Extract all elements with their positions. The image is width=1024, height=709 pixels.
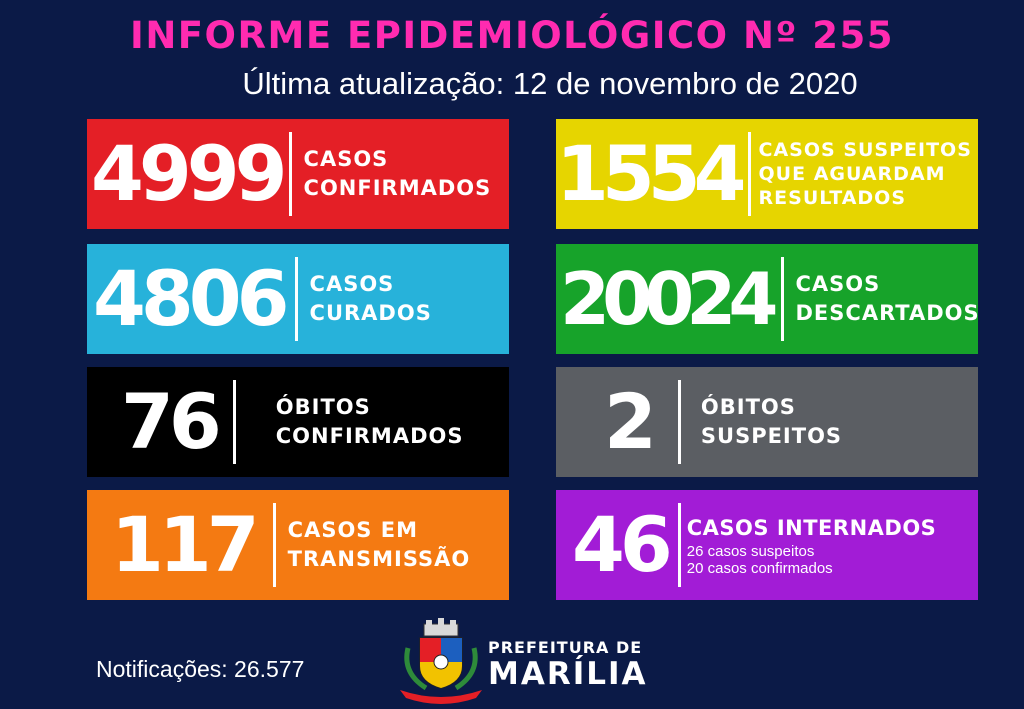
card-cured-cases: 4806 CASOS CURADOS bbox=[87, 244, 509, 354]
card-transmission-cases: 117 CASOS EM TRANSMISSÃO bbox=[87, 490, 509, 600]
card-confirmed-cases: 4999 CASOS CONFIRMADOS bbox=[87, 119, 509, 229]
deaths-suspected-label-line1: ÓBITOS bbox=[700, 395, 796, 419]
discarded-label-line1: CASOS bbox=[795, 272, 881, 296]
confirmed-value: 4999 bbox=[91, 129, 288, 218]
cured-label: CASOS CURADOS bbox=[310, 270, 432, 328]
deaths-confirmed-label-line1: ÓBITOS bbox=[275, 395, 371, 419]
transmission-label-line2: TRANSMISSÃO bbox=[287, 547, 471, 571]
suspected-label-line3: RESULTADOS bbox=[758, 187, 907, 209]
deaths-suspected-value: 2 bbox=[604, 377, 657, 466]
transmission-value: 117 bbox=[111, 500, 260, 589]
deaths-confirmed-label: ÓBITOS CONFIRMADOS bbox=[276, 393, 464, 451]
card-hospitalized-cases: 46 CASOS INTERNADOS 26 casos suspeitos 2… bbox=[556, 490, 978, 600]
divider bbox=[288, 132, 292, 216]
divider bbox=[677, 503, 681, 587]
hospitalized-sub-confirmed: 20 casos confirmados bbox=[686, 559, 833, 577]
card-suspected-deaths: 2 ÓBITOS SUSPEITOS bbox=[556, 367, 978, 477]
discarded-label: CASOS DESCARTADOS bbox=[796, 270, 980, 328]
last-update: Última atualização: 12 de novembro de 20… bbox=[242, 66, 858, 101]
deaths-suspected-label-line2: SUSPEITOS bbox=[700, 424, 843, 448]
deaths-confirmed-label-line2: CONFIRMADOS bbox=[275, 424, 464, 448]
card-discarded-cases: 20024 CASOS DESCARTADOS bbox=[556, 244, 980, 354]
page-title: INFORME EPIDEMIOLÓGICO Nº 255 bbox=[130, 14, 894, 57]
hospitalized-value: 46 bbox=[572, 500, 673, 589]
prefeitura-label: PREFEITURA DE bbox=[488, 638, 643, 657]
discarded-value: 20024 bbox=[560, 257, 778, 341]
divider bbox=[272, 503, 276, 587]
hospitalized-sub-suspected: 26 casos suspeitos bbox=[686, 542, 815, 560]
suspected-label-line2: QUE AGUARDAM bbox=[758, 163, 946, 185]
transmission-label: CASOS EM TRANSMISSÃO bbox=[288, 516, 471, 574]
confirmed-label-line1: CASOS bbox=[303, 147, 389, 171]
confirmed-label-line2: CONFIRMADOS bbox=[303, 176, 492, 200]
city-name: MARÍLIA bbox=[488, 656, 648, 692]
cured-label-line1: CASOS bbox=[309, 272, 395, 296]
divider bbox=[232, 380, 236, 464]
divider bbox=[294, 257, 298, 341]
hospitalized-label: CASOS INTERNADOS 26 casos suspeitos 20 c… bbox=[687, 514, 937, 577]
divider bbox=[677, 380, 681, 464]
cured-value: 4806 bbox=[93, 254, 290, 343]
notifications-count: Notificações: 26.577 bbox=[96, 656, 305, 682]
suspected-value: 1554 bbox=[556, 129, 747, 218]
suspected-label-line1: CASOS SUSPEITOS bbox=[758, 139, 972, 161]
cured-label-line2: CURADOS bbox=[309, 301, 432, 325]
city-coat-of-arms-icon bbox=[396, 618, 486, 704]
deaths-suspected-label: ÓBITOS SUSPEITOS bbox=[701, 393, 842, 451]
deaths-confirmed-value: 76 bbox=[121, 377, 222, 466]
card-confirmed-deaths: 76 ÓBITOS CONFIRMADOS bbox=[87, 367, 509, 477]
divider bbox=[747, 132, 751, 216]
discarded-label-line2: DESCARTADOS bbox=[795, 301, 980, 325]
confirmed-label: CASOS CONFIRMADOS bbox=[304, 145, 492, 203]
suspected-label: CASOS SUSPEITOS QUE AGUARDAM RESULTADOS bbox=[759, 138, 972, 210]
hospitalized-label-line1: CASOS INTERNADOS bbox=[686, 515, 937, 540]
divider bbox=[780, 257, 784, 341]
transmission-label-line1: CASOS EM bbox=[287, 518, 418, 542]
card-suspected-cases: 1554 CASOS SUSPEITOS QUE AGUARDAM RESULT… bbox=[556, 119, 978, 229]
